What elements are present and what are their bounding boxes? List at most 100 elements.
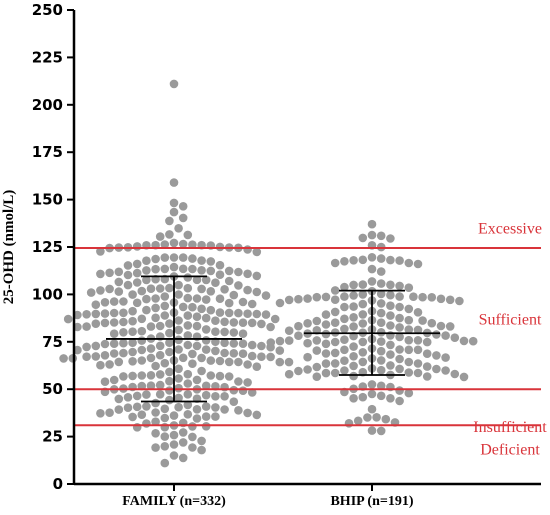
data-point (165, 395, 174, 405)
data-point (376, 391, 386, 401)
data-point (142, 275, 151, 285)
data-point (215, 356, 225, 366)
data-point (252, 287, 262, 297)
data-point (105, 284, 114, 294)
data-point (220, 327, 229, 337)
data-point (349, 280, 358, 290)
data-point (455, 296, 464, 306)
data-point (404, 325, 414, 334)
data-point (183, 230, 193, 240)
data-point (137, 356, 147, 365)
region-labels: Excessive Sufficient Insufficient Deficient (473, 221, 547, 459)
data-point (340, 366, 349, 375)
data-point (243, 245, 252, 254)
data-point (330, 337, 340, 347)
data-point (330, 295, 340, 305)
data-point (151, 313, 160, 323)
data-point (160, 311, 170, 320)
data-point (229, 339, 239, 348)
y-tick-label: 250 (32, 1, 63, 19)
data-point (178, 213, 188, 223)
data-point (188, 432, 197, 442)
data-point (188, 359, 197, 369)
data-point (165, 319, 174, 328)
data-point (303, 319, 312, 328)
data-point (151, 398, 160, 408)
data-point (96, 409, 105, 418)
data-point (91, 341, 101, 351)
data-point (160, 240, 170, 249)
data-point (252, 410, 262, 420)
data-point (132, 278, 142, 287)
data-point (119, 372, 128, 381)
data-point (160, 432, 170, 441)
data-point (238, 349, 248, 359)
data-point (169, 451, 179, 460)
data-point (358, 299, 368, 309)
data-point (284, 326, 294, 336)
data-point (284, 336, 294, 345)
data-point (132, 391, 142, 401)
data-point (358, 233, 368, 243)
data-point (376, 337, 386, 346)
data-point (160, 413, 170, 423)
data-point (321, 320, 331, 329)
data-point (178, 264, 188, 274)
y-tick-label: 225 (32, 48, 63, 66)
data-point (386, 340, 395, 350)
data-point (100, 318, 110, 328)
data-point (294, 331, 303, 341)
data-point (450, 369, 460, 379)
data-point (123, 261, 133, 270)
data-point (234, 377, 243, 386)
data-point (160, 422, 170, 432)
data-point (119, 338, 128, 348)
data-point (367, 252, 377, 262)
data-point (220, 285, 229, 294)
data-point (284, 369, 294, 379)
data-point (160, 458, 170, 468)
data-point (321, 310, 331, 319)
data-point (234, 357, 243, 367)
data-point (247, 318, 257, 328)
data-point (192, 294, 202, 303)
data-point (114, 267, 124, 277)
data-point (330, 348, 340, 358)
data-point (128, 371, 137, 381)
data-point (238, 318, 248, 328)
data-point (395, 323, 404, 332)
data-point (211, 412, 220, 421)
data-point (192, 312, 202, 322)
region-label-insufficient: Insufficient (473, 419, 547, 436)
data-point (312, 346, 322, 355)
data-point (330, 286, 340, 295)
data-point (192, 414, 202, 423)
data-point (386, 255, 395, 265)
data-point (395, 292, 404, 301)
data-point (445, 295, 455, 305)
data-point (266, 338, 276, 347)
data-point (395, 345, 404, 354)
data-point (404, 315, 414, 325)
data-point (220, 348, 229, 358)
data-point (349, 371, 358, 381)
data-point (224, 298, 234, 308)
data-point (105, 408, 114, 418)
data-point (201, 345, 211, 354)
data-point (413, 336, 423, 345)
data-point (201, 381, 211, 391)
data-point (160, 292, 170, 301)
data-point (114, 277, 124, 287)
data-point (114, 357, 124, 367)
data-point (243, 269, 252, 279)
data-point (169, 79, 179, 89)
data-point (252, 271, 262, 281)
data-point (386, 290, 395, 300)
data-point (123, 270, 133, 280)
data-point (174, 345, 183, 354)
data-point (215, 242, 225, 252)
data-point (432, 351, 441, 360)
data-point (169, 411, 179, 420)
data-point (201, 412, 211, 421)
